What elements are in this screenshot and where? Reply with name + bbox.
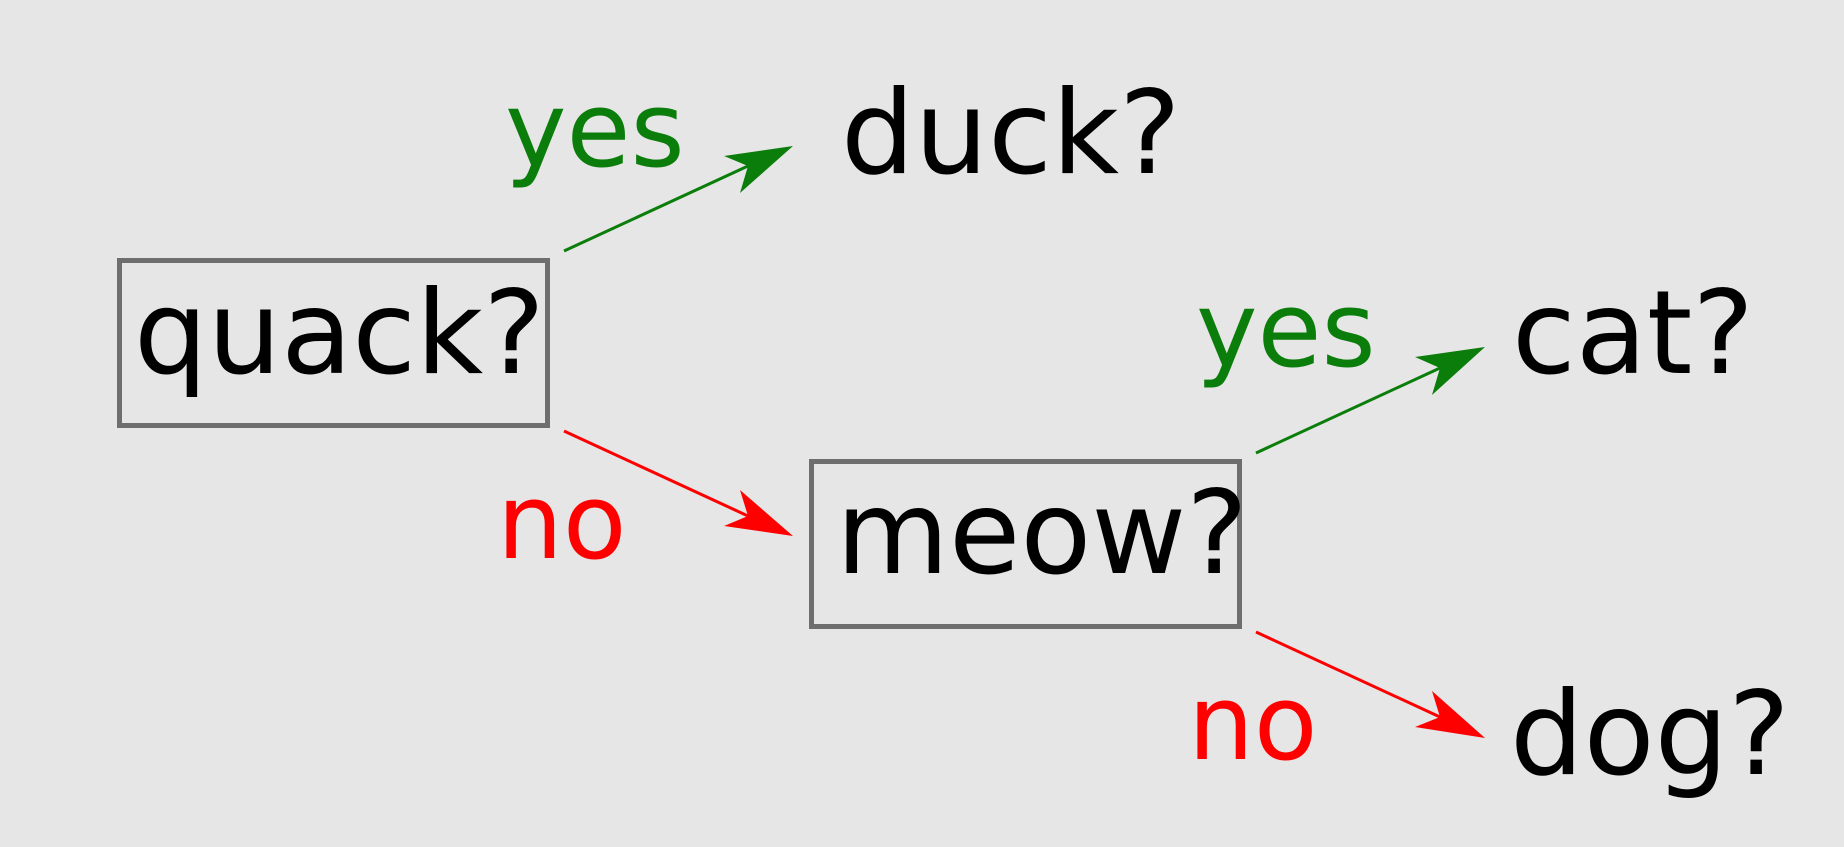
arrowhead-quack-duck [724, 146, 793, 193]
edge-meow-cat [1255, 366, 1441, 455]
arrowhead-quack-meow [724, 490, 793, 536]
node-dog: dog? [1510, 667, 1790, 802]
edge-label-quack-no: no [497, 461, 627, 583]
arrowhead-meow-dog [1415, 691, 1485, 738]
arrowhead-meow-cat [1415, 347, 1485, 395]
node-duck: duck? [841, 66, 1181, 201]
edge-label-meow-no: no [1188, 662, 1318, 784]
node-box-meow [809, 459, 1242, 629]
node-meow: meow? [836, 466, 1248, 601]
edge-label-meow-yes: yes [1196, 269, 1376, 391]
node-cat: cat? [1512, 266, 1754, 401]
node-box-quack [117, 258, 550, 428]
node-quack: quack? [134, 266, 545, 401]
edge-quack-meow [563, 429, 749, 518]
edge-meow-dog [1255, 630, 1441, 719]
edge-quack-duck [563, 164, 749, 253]
edge-label-quack-yes: yes [505, 69, 685, 191]
